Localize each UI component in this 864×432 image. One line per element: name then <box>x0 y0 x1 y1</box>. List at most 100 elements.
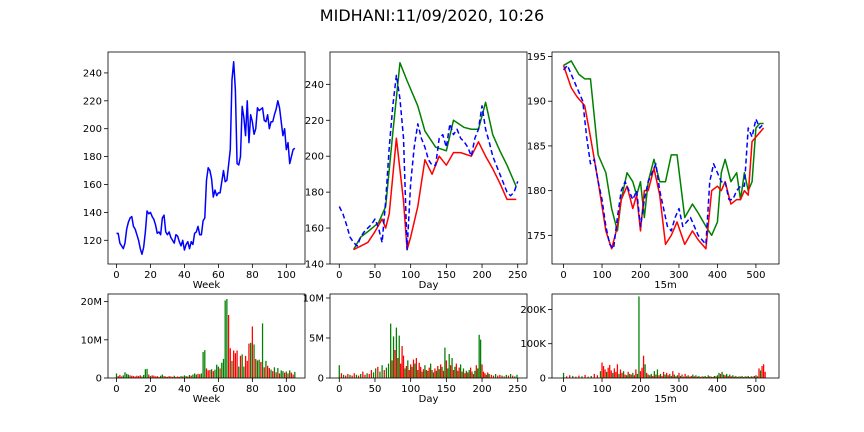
volume-bar <box>168 376 170 378</box>
volume-bar <box>414 363 416 378</box>
volume-bar <box>217 366 220 378</box>
volume-bar <box>222 358 225 378</box>
x-tick-label: 300 <box>669 384 688 395</box>
volume-bar <box>366 373 368 378</box>
y-tick-label: 190 <box>527 97 546 108</box>
x-tick-label: 400 <box>708 270 727 281</box>
volume-bar <box>255 358 257 378</box>
volume-bar <box>641 367 643 378</box>
volume-bar <box>709 376 711 378</box>
x-axis-label: Day <box>419 394 439 405</box>
series-line-0 <box>116 61 296 255</box>
volume-bar <box>761 366 763 378</box>
panel-volume-week: 0 20 40 60 80 100 0 10M 20M Week <box>81 293 306 405</box>
volume-bar <box>755 375 757 378</box>
volume-bar <box>477 368 479 378</box>
volume-bar <box>488 374 490 378</box>
volume-bar <box>136 375 138 378</box>
x-tick-label: 200 <box>631 384 650 395</box>
volume-bar <box>188 374 191 378</box>
volume-bar <box>616 364 619 378</box>
volume-bar <box>400 363 402 378</box>
volume-bar <box>704 375 706 378</box>
volume-bar <box>185 376 187 378</box>
x-tick-label: 0 <box>560 384 566 395</box>
volume-bar <box>392 336 395 378</box>
volume-bar <box>290 372 293 378</box>
volume-bar <box>699 376 702 378</box>
volume-bar <box>165 376 167 378</box>
volume-bar <box>126 373 128 378</box>
series-line-0 <box>563 60 764 237</box>
volume-bar <box>250 342 252 378</box>
volume-bar <box>345 375 347 378</box>
volume-bar <box>227 315 230 378</box>
volume-bar <box>368 374 370 378</box>
volume-bar <box>219 368 221 378</box>
x-tick-label: 40 <box>178 270 191 281</box>
series-line-2 <box>562 64 765 250</box>
volume-bar <box>750 376 752 378</box>
volume-bar <box>292 374 294 378</box>
volume-bar <box>158 376 160 378</box>
volume-bar <box>209 369 211 378</box>
x-tick-label: 500 <box>746 270 765 281</box>
plot-area-price-week <box>116 61 296 255</box>
volume-bar <box>593 373 595 378</box>
y-tick-label: 175 <box>527 231 546 242</box>
volume-bar <box>652 375 654 378</box>
volume-bar <box>421 371 423 378</box>
volume-bar <box>115 373 118 378</box>
volume-bar <box>216 364 218 378</box>
volume-bar <box>415 358 417 378</box>
panel-volume-day: 0 50 100 150 200 250 0 5M 10M Day <box>303 294 528 405</box>
volume-bar <box>450 365 452 378</box>
volume-bar <box>458 367 460 378</box>
volume-bar <box>618 373 620 378</box>
volume-bar <box>207 370 209 378</box>
volume-bar <box>210 369 213 378</box>
volume-bar <box>690 375 692 378</box>
volume-bar <box>441 366 443 378</box>
y-tick-label: 100K <box>520 339 546 350</box>
volume-bar <box>474 370 476 378</box>
axes-frame <box>551 51 780 265</box>
volume-bar <box>197 373 199 378</box>
volume-bar <box>462 368 465 378</box>
volume-bar <box>756 376 759 378</box>
volume-bar <box>244 355 247 378</box>
volume-bar <box>355 374 358 378</box>
volume-bar <box>431 370 433 378</box>
volume-bar <box>649 375 651 378</box>
x-tick-label: 0 <box>113 270 119 281</box>
volume-bar <box>176 376 179 378</box>
y-tick-label: 180 <box>527 186 546 197</box>
volume-bar <box>144 369 146 378</box>
volume-bar <box>501 375 503 378</box>
x-axis-label: Week <box>193 280 221 291</box>
volume-bar <box>243 366 245 378</box>
x-tick-label: 300 <box>669 270 688 281</box>
y-tick-label: 0 <box>540 374 546 385</box>
y-tick-label: 180 <box>83 152 102 163</box>
volume-bar <box>387 363 390 378</box>
plot-area-price-15m <box>562 60 765 250</box>
volume-bar <box>437 366 439 378</box>
volume-bar <box>609 364 611 378</box>
volume-bar <box>459 364 462 378</box>
volume-bar <box>239 355 242 378</box>
volume-bar <box>401 346 403 378</box>
volume-bar <box>647 374 649 378</box>
volume-bar <box>229 348 231 378</box>
volume-bar <box>435 370 437 378</box>
volume-bar <box>411 366 413 378</box>
volume-bar <box>353 373 355 378</box>
x-tick-label: 100 <box>401 384 420 395</box>
volume-bar <box>475 365 477 378</box>
volume-bar <box>173 375 175 378</box>
volume-bar <box>267 365 269 378</box>
series-line-1 <box>562 65 765 250</box>
volume-bar <box>455 363 457 378</box>
panel-volume-15m: 0 100 200 300 400 500 0 100K 200K 15m <box>520 293 780 405</box>
